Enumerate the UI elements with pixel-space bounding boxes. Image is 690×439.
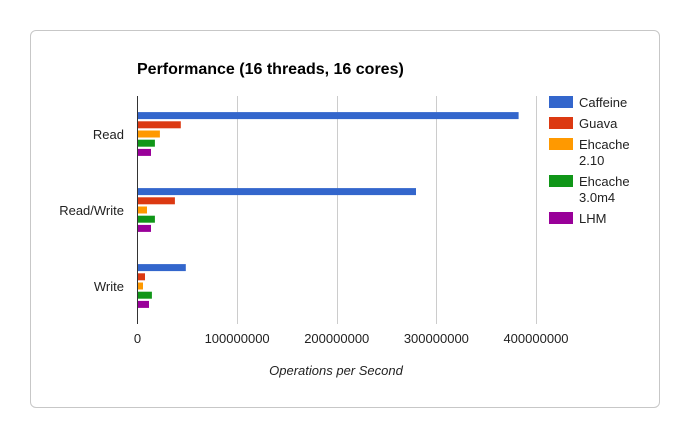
- x-tick-label: 100000000: [205, 331, 270, 346]
- bar[interactable]: [138, 291, 152, 299]
- bar[interactable]: [138, 121, 181, 129]
- legend-label: Ehcache: [579, 137, 630, 152]
- legend-swatch: [549, 212, 573, 224]
- category-label: Read: [93, 127, 124, 142]
- bar[interactable]: [138, 215, 155, 223]
- bar[interactable]: [138, 282, 143, 290]
- x-tick-label: 400000000: [503, 331, 568, 346]
- x-tick-labels: 0 100000000 200000000 300000000 400000000: [134, 331, 569, 346]
- bar[interactable]: [138, 112, 519, 120]
- legend-swatch: [549, 117, 573, 129]
- bar[interactable]: [138, 224, 151, 232]
- legend-item[interactable]: Guava: [549, 116, 618, 131]
- legend-label: Caffeine: [579, 95, 627, 110]
- x-tick-label: 300000000: [404, 331, 469, 346]
- bars: [138, 112, 519, 308]
- bar[interactable]: [138, 206, 147, 214]
- legend-label: LHM: [579, 211, 606, 226]
- legend-swatch: [549, 138, 573, 150]
- legend-label: Guava: [579, 116, 618, 131]
- category-label: Write: [94, 279, 124, 294]
- x-tick-label: 0: [134, 331, 141, 346]
- bar[interactable]: [138, 148, 151, 156]
- legend-label: 2.10: [579, 153, 604, 168]
- legend-item[interactable]: Caffeine: [549, 95, 627, 110]
- x-axis-title: Operations per Second: [269, 363, 403, 378]
- bar[interactable]: [138, 300, 149, 308]
- legend-label: 3.0m4: [579, 190, 615, 205]
- bar[interactable]: [138, 264, 186, 272]
- bar[interactable]: [138, 188, 416, 196]
- legend-item[interactable]: LHM: [549, 211, 606, 226]
- bar[interactable]: [138, 197, 175, 205]
- bar[interactable]: [138, 273, 145, 281]
- legend-label: Ehcache: [579, 174, 630, 189]
- bar[interactable]: [138, 139, 155, 147]
- bar[interactable]: [138, 130, 160, 138]
- chart-title: Performance (16 threads, 16 cores): [137, 61, 404, 78]
- x-tick-label: 200000000: [304, 331, 369, 346]
- legend-swatch: [549, 175, 573, 187]
- gridlines: [237, 96, 537, 324]
- category-labels: Read Read/Write Write: [59, 127, 124, 294]
- legend-swatch: [549, 96, 573, 108]
- category-label: Read/Write: [59, 203, 124, 218]
